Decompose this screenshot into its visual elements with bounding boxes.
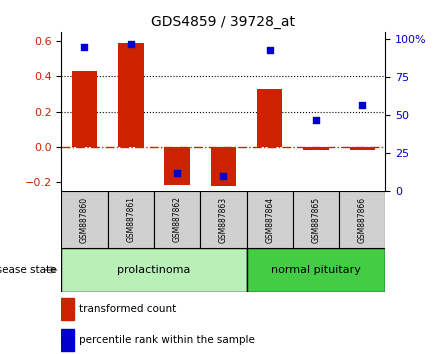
Text: GSM887862: GSM887862 (173, 196, 182, 242)
Text: disease state: disease state (0, 265, 57, 275)
Text: GSM887861: GSM887861 (126, 196, 135, 242)
Bar (61, 298, 74, 320)
Bar (164, 147, 190, 185)
Bar (293, 191, 339, 248)
Bar (247, 248, 385, 292)
Point (359, 102, 366, 108)
Title: GDS4859 / 39728_at: GDS4859 / 39728_at (152, 16, 295, 29)
Point (220, 173, 227, 179)
Point (266, 47, 273, 53)
Bar (247, 191, 293, 248)
Bar (211, 147, 236, 186)
Text: GSM887863: GSM887863 (219, 196, 228, 242)
Point (127, 41, 134, 47)
Text: normal pituitary: normal pituitary (271, 265, 361, 275)
Bar (61, 191, 108, 248)
Text: GSM887865: GSM887865 (311, 196, 321, 242)
Bar (61, 329, 74, 351)
Text: GSM887864: GSM887864 (265, 196, 274, 242)
Bar (118, 44, 144, 147)
Bar (350, 147, 375, 150)
Text: prolactinoma: prolactinoma (117, 265, 191, 275)
Bar (154, 191, 200, 248)
Point (81, 44, 88, 50)
Text: GSM887860: GSM887860 (80, 196, 89, 242)
Bar (303, 147, 328, 150)
Text: percentile rank within the sample: percentile rank within the sample (79, 335, 255, 346)
Bar (72, 71, 97, 147)
Bar (61, 248, 247, 292)
Bar (257, 88, 283, 147)
Bar (200, 191, 247, 248)
Text: GSM887866: GSM887866 (358, 196, 367, 242)
Text: transformed count: transformed count (79, 304, 177, 314)
Bar (108, 191, 154, 248)
Point (312, 117, 319, 123)
Bar (339, 191, 385, 248)
Point (173, 170, 180, 176)
